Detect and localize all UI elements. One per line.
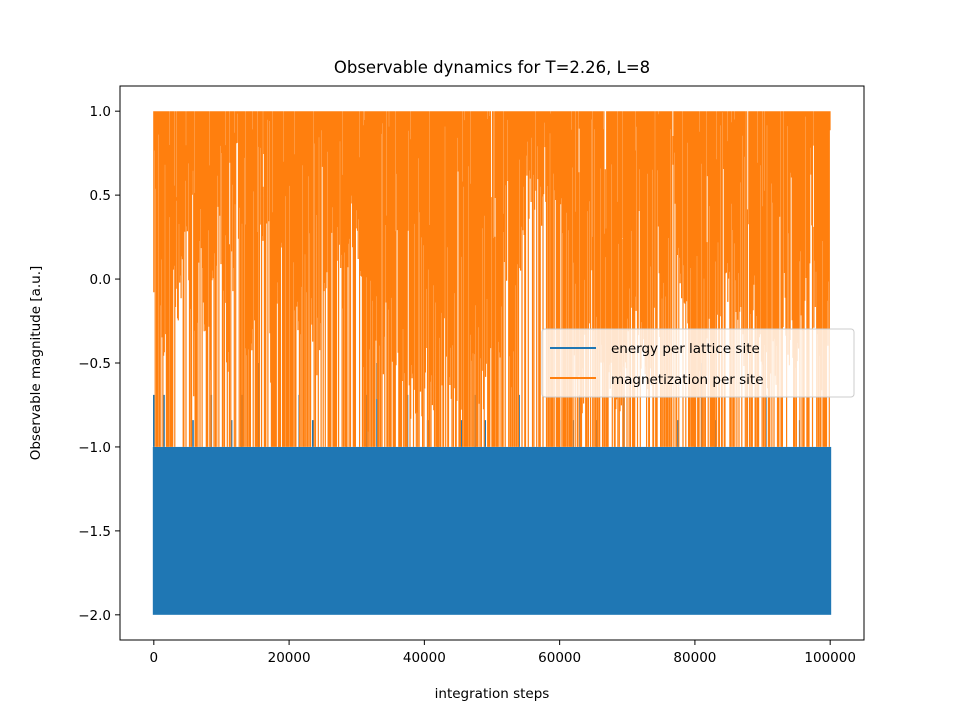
x-tick-label: 60000 xyxy=(538,650,581,666)
y-tick-label: −2.0 xyxy=(78,608,111,624)
y-tick-label: −0.5 xyxy=(78,356,111,372)
x-axis-label: integration steps xyxy=(435,686,550,702)
legend-label-energy: energy per lattice site xyxy=(611,341,760,357)
series-layer xyxy=(152,111,832,615)
x-tick-label: 20000 xyxy=(268,650,311,666)
x-axis: 0 20000 40000 60000 80000 100000 xyxy=(150,640,856,666)
y-axis: −2.0 −1.5 −1.0 −0.5 0.0 0.5 1.0 xyxy=(78,104,120,624)
y-tick-label: −1.5 xyxy=(78,524,111,540)
y-tick-label: 0.0 xyxy=(90,272,111,288)
x-tick-label: 100000 xyxy=(804,650,856,666)
energy-series-band xyxy=(152,446,832,615)
legend-frame xyxy=(541,328,855,398)
magnetization-series-line xyxy=(153,111,831,447)
x-tick-label: 80000 xyxy=(673,650,716,666)
y-tick-label: −1.0 xyxy=(78,440,111,456)
chart-title: Observable dynamics for T=2.26, L=8 xyxy=(334,58,650,77)
legend: energy per lattice site magnetization pe… xyxy=(541,328,855,398)
y-tick-label: 0.5 xyxy=(90,188,111,204)
legend-label-magnetization: magnetization per site xyxy=(611,372,764,388)
x-tick-label: 40000 xyxy=(403,650,446,666)
y-tick-label: 1.0 xyxy=(90,104,111,120)
x-tick-label: 0 xyxy=(150,650,159,666)
y-axis-label: Observable magnitude [a.u.] xyxy=(28,266,44,461)
